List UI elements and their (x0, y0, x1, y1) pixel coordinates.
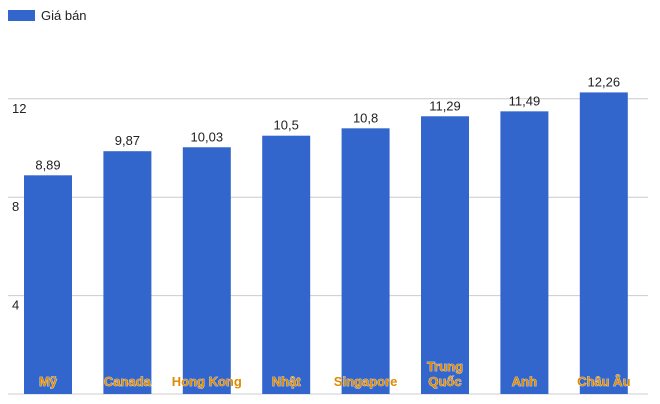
chart-legend: Giá bán (8, 8, 87, 23)
data-label: 11,49 (509, 93, 541, 108)
bar (579, 92, 628, 395)
y-tick-label: 8 (12, 199, 19, 214)
data-label: 9,87 (115, 133, 140, 148)
legend-label: Giá bán (41, 8, 87, 23)
bar (421, 116, 469, 395)
data-label: 10,8 (353, 110, 378, 125)
data-label: 8,89 (35, 157, 60, 172)
bar (500, 111, 549, 394)
bar (24, 175, 72, 394)
y-tick-label: 4 (12, 298, 19, 313)
category-label: Singapore (334, 374, 398, 389)
data-label: 10,03 (191, 129, 224, 144)
data-label: 11,29 (429, 98, 461, 113)
legend-swatch (8, 10, 35, 21)
bar (341, 128, 390, 394)
category-label: Canada (104, 374, 152, 389)
category-label: Trung Quốc (427, 359, 463, 389)
category-label: Anh (512, 374, 537, 389)
category-label: Châu Âu (577, 374, 631, 389)
category-label: Nhật (272, 374, 302, 389)
bar (182, 147, 231, 394)
category-label: Hong Kong (172, 374, 242, 389)
y-tick-label: 12 (12, 101, 26, 116)
category-label: Mỹ (39, 374, 58, 389)
data-label: 12,26 (588, 74, 621, 89)
bar (103, 151, 152, 394)
bar (262, 135, 311, 394)
data-label: 10,5 (274, 118, 299, 133)
